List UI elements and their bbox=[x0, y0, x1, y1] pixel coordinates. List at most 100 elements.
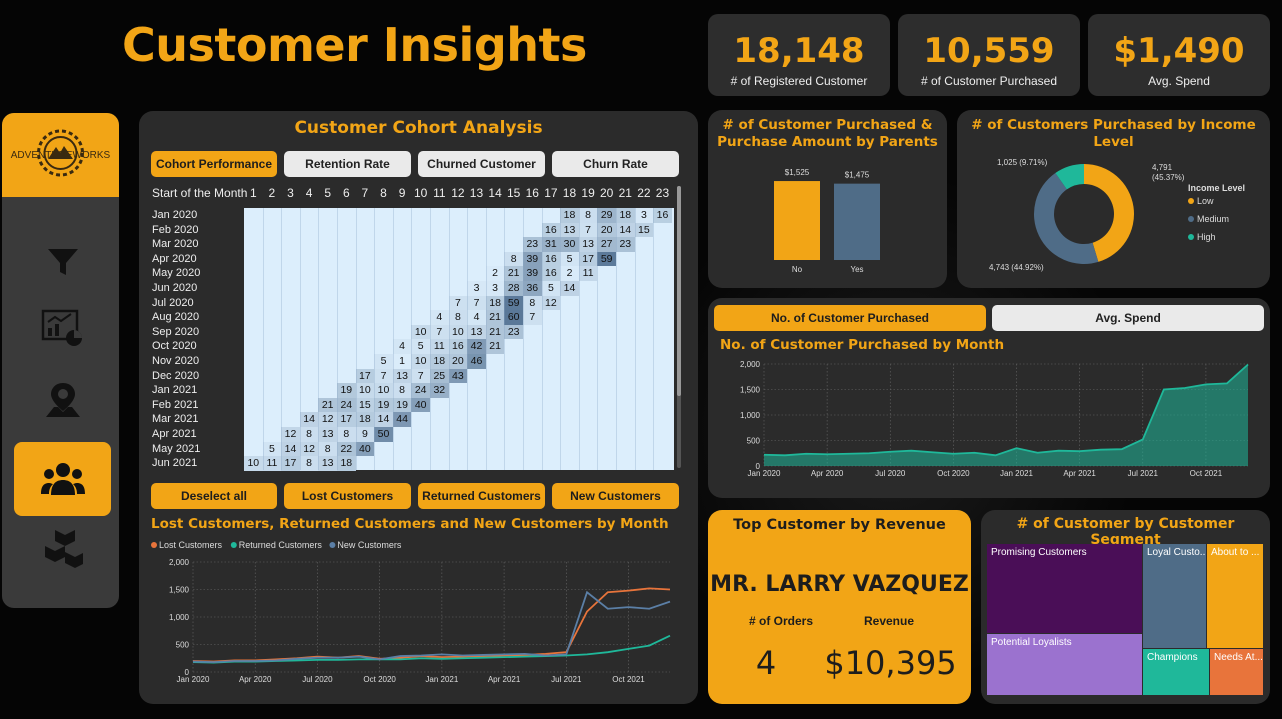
cohort-cell[interactable]: 7 bbox=[430, 324, 449, 340]
cohort-cell[interactable]: 29 bbox=[597, 208, 616, 223]
cohort-cell[interactable]: 5 bbox=[411, 339, 430, 354]
cohort-cell[interactable]: 8 bbox=[578, 208, 598, 223]
tab-churn-rate[interactable]: Churn Rate bbox=[552, 151, 679, 177]
cohort-cell[interactable]: 10 bbox=[411, 324, 430, 340]
cohort-cell[interactable]: 50 bbox=[374, 427, 393, 442]
cohort-cell[interactable]: 8 bbox=[299, 456, 319, 471]
tab-cohort-performance[interactable]: Cohort Performance bbox=[151, 151, 277, 177]
cohort-cell[interactable]: 8 bbox=[504, 251, 523, 267]
cohort-cell[interactable]: 8 bbox=[523, 295, 542, 311]
segment-champions[interactable]: Champions bbox=[1143, 649, 1209, 695]
cohort-cell[interactable]: 7 bbox=[448, 295, 468, 311]
cohort-cell[interactable]: 4 bbox=[430, 310, 449, 325]
tab-retention-rate[interactable]: Retention Rate bbox=[284, 151, 411, 177]
nav-products[interactable] bbox=[14, 511, 111, 585]
nav-map[interactable] bbox=[14, 363, 111, 437]
cohort-cell[interactable]: 25 bbox=[430, 368, 449, 384]
cohort-cell[interactable]: 21 bbox=[485, 324, 505, 340]
segment-about-to-sleep[interactable]: About to ... bbox=[1207, 544, 1263, 648]
tab-avg-spend[interactable]: Avg. Spend bbox=[992, 305, 1264, 331]
cohort-cell[interactable]: 5 bbox=[262, 441, 282, 457]
cohort-cell[interactable]: 40 bbox=[355, 441, 375, 457]
cohort-cell[interactable]: 40 bbox=[411, 397, 430, 413]
tab-churned-customer[interactable]: Churned Customer bbox=[418, 151, 545, 177]
cohort-cell[interactable]: 32 bbox=[430, 383, 449, 398]
cohort-cell[interactable]: 30 bbox=[560, 237, 579, 252]
cohort-cell[interactable]: 18 bbox=[337, 456, 356, 471]
cohort-cell[interactable]: 17 bbox=[355, 368, 375, 384]
cohort-cell[interactable]: 2 bbox=[485, 266, 505, 281]
cohort-cell[interactable]: 8 bbox=[448, 310, 468, 325]
cohort-cell[interactable]: 7 bbox=[578, 222, 598, 238]
cohort-cell[interactable]: 24 bbox=[337, 397, 356, 413]
cohort-cell[interactable]: 1 bbox=[392, 354, 412, 369]
cohort-cell[interactable]: 43 bbox=[448, 368, 468, 384]
cohort-cell[interactable]: 23 bbox=[504, 324, 523, 340]
nav-customers[interactable] bbox=[14, 442, 111, 516]
cohort-cell[interactable]: 39 bbox=[523, 266, 542, 281]
cohort-cell[interactable]: 7 bbox=[467, 295, 486, 311]
cohort-cell[interactable]: 7 bbox=[523, 310, 542, 325]
cohort-cell[interactable]: 12 bbox=[318, 412, 337, 427]
cohort-cell[interactable]: 14 bbox=[560, 281, 579, 296]
cohort-cell[interactable]: 13 bbox=[392, 368, 412, 384]
segment-loyal-customers[interactable]: Loyal Custo... bbox=[1143, 544, 1206, 648]
cohort-scrollbar[interactable] bbox=[677, 186, 681, 468]
cohort-cell[interactable]: 59 bbox=[597, 251, 616, 267]
cohort-cell[interactable]: 16 bbox=[653, 208, 672, 223]
cohort-cell[interactable]: 13 bbox=[560, 222, 579, 238]
cohort-cell[interactable]: 21 bbox=[485, 310, 505, 325]
cohort-cell[interactable]: 18 bbox=[485, 295, 505, 311]
cohort-cell[interactable]: 3 bbox=[634, 208, 654, 223]
cohort-cell[interactable]: 44 bbox=[392, 412, 412, 427]
cohort-cell[interactable]: 18 bbox=[560, 208, 579, 223]
cohort-cell[interactable]: 4 bbox=[467, 310, 486, 325]
cohort-cell[interactable]: 10 bbox=[244, 456, 263, 471]
cohort-cell[interactable]: 13 bbox=[318, 456, 337, 471]
cohort-cell[interactable]: 23 bbox=[616, 237, 635, 252]
cohort-cell[interactable]: 16 bbox=[541, 251, 561, 267]
cohort-cell[interactable]: 8 bbox=[392, 383, 412, 398]
cohort-cell[interactable]: 5 bbox=[541, 281, 561, 296]
cohort-cell[interactable]: 21 bbox=[318, 397, 337, 413]
cohort-cell[interactable]: 42 bbox=[467, 339, 486, 354]
cohort-cell[interactable]: 19 bbox=[374, 397, 393, 413]
cohort-cell[interactable]: 10 bbox=[448, 324, 468, 340]
segment-needs-attention[interactable]: Needs At... bbox=[1210, 649, 1263, 695]
cohort-cell[interactable]: 17 bbox=[337, 412, 356, 427]
cohort-cell[interactable]: 9 bbox=[355, 427, 375, 442]
cohort-cell[interactable]: 15 bbox=[355, 397, 375, 413]
cohort-cell[interactable]: 19 bbox=[337, 383, 356, 398]
cohort-cell[interactable]: 8 bbox=[337, 427, 356, 442]
nav-report[interactable] bbox=[14, 291, 111, 365]
cohort-cell[interactable]: 21 bbox=[485, 339, 505, 354]
segment-potential-loyalists[interactable]: Potential Loyalists bbox=[987, 634, 1142, 695]
cohort-cell[interactable]: 18 bbox=[355, 412, 375, 427]
cohort-cell[interactable]: 17 bbox=[578, 251, 598, 267]
cohort-cell[interactable]: 11 bbox=[262, 456, 282, 471]
cohort-cell[interactable]: 11 bbox=[430, 339, 449, 354]
cohort-cell[interactable]: 10 bbox=[355, 383, 375, 398]
new-customers-button[interactable]: New Customers bbox=[552, 483, 679, 509]
cohort-cell[interactable]: 27 bbox=[597, 237, 616, 252]
cohort-cell[interactable]: 18 bbox=[430, 354, 449, 369]
scrollbar-thumb[interactable] bbox=[677, 186, 681, 396]
cohort-cell[interactable]: 20 bbox=[448, 354, 468, 369]
cohort-cell[interactable]: 24 bbox=[411, 383, 430, 398]
segment-promising-customers[interactable]: Promising Customers bbox=[987, 544, 1142, 633]
cohort-cell[interactable]: 10 bbox=[411, 354, 430, 369]
cohort-cell[interactable]: 13 bbox=[318, 427, 337, 442]
cohort-cell[interactable]: 21 bbox=[504, 266, 523, 281]
cohort-cell[interactable]: 60 bbox=[504, 310, 523, 325]
cohort-cell[interactable]: 59 bbox=[504, 295, 523, 311]
cohort-cell[interactable]: 10 bbox=[374, 383, 393, 398]
cohort-cell[interactable]: 7 bbox=[411, 368, 430, 384]
cohort-cell[interactable]: 12 bbox=[299, 441, 319, 457]
cohort-cell[interactable]: 18 bbox=[616, 208, 635, 223]
cohort-cell[interactable]: 46 bbox=[467, 354, 486, 369]
cohort-cell[interactable]: 36 bbox=[523, 281, 542, 296]
cohort-cell[interactable]: 2 bbox=[560, 266, 579, 281]
cohort-cell[interactable]: 16 bbox=[541, 266, 561, 281]
cohort-cell[interactable]: 15 bbox=[634, 222, 654, 238]
nav-filter[interactable] bbox=[14, 225, 111, 299]
